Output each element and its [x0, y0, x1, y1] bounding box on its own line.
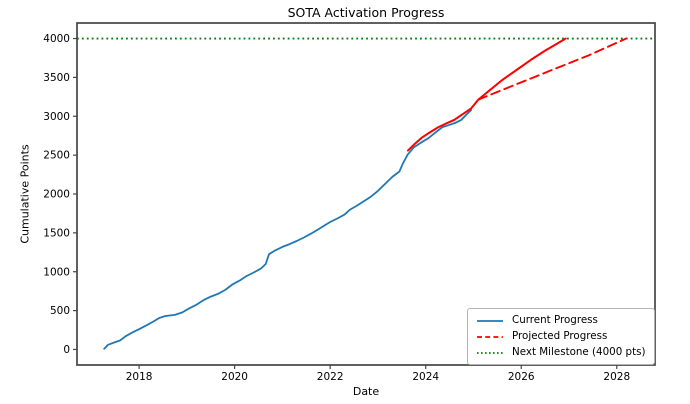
- x-tick-label: 2028: [603, 371, 630, 383]
- x-tick-label: 2022: [317, 371, 344, 383]
- y-tick-label: 0: [63, 344, 70, 356]
- legend-label: Projected Progress: [512, 330, 608, 342]
- y-tick-label: 1500: [43, 227, 70, 239]
- legend-label: Next Milestone (4000 pts): [512, 346, 646, 358]
- legend: Current Progress Projected Progress Next…: [467, 308, 655, 365]
- y-tick-label: 4000: [43, 33, 70, 45]
- current-progress-line-icon: [477, 319, 503, 322]
- x-axis-label: Date: [352, 385, 380, 398]
- series-line-solid-segment: [407, 37, 567, 152]
- x-tick-label: 2020: [221, 371, 248, 383]
- series-line-current-progress: [103, 109, 473, 350]
- legend-item-next-milestone: Next Milestone (4000 pts): [476, 345, 646, 360]
- x-tick-label: 2018: [126, 371, 153, 383]
- projected-progress-line-icon: [477, 335, 503, 338]
- chart-title: SOTA Activation Progress: [287, 5, 445, 20]
- y-tick-label: 1000: [43, 266, 70, 278]
- legend-label: Current Progress: [512, 314, 598, 326]
- y-tick-label: 3000: [43, 111, 70, 123]
- legend-item-projected-progress: Projected Progress: [476, 329, 646, 344]
- x-tick-label: 2024: [412, 371, 439, 383]
- y-axis-label: Cumulative Points: [18, 144, 32, 244]
- x-tick-label: 2026: [508, 371, 535, 383]
- y-tick-label: 3500: [43, 72, 70, 84]
- series-line-dashed-projection: [477, 37, 628, 101]
- legend-item-current-progress: Current Progress: [476, 313, 646, 328]
- y-tick-label: 2000: [43, 189, 70, 201]
- milestone-line-icon: [477, 351, 503, 354]
- y-tick-label: 500: [50, 305, 70, 317]
- y-tick-label: 2500: [43, 150, 70, 162]
